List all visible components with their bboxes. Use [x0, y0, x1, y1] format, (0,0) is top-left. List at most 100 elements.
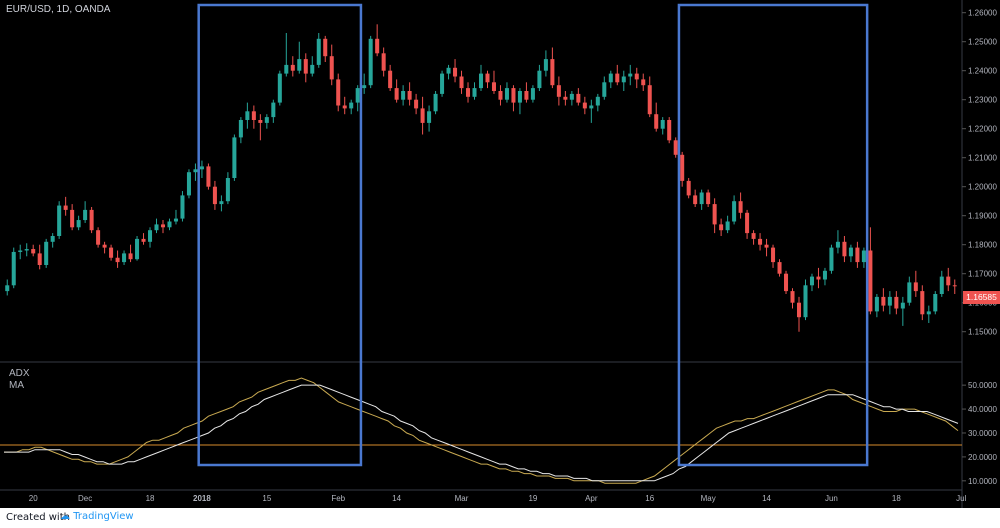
candle-body — [777, 262, 782, 274]
candle-body — [530, 88, 535, 100]
candle-body — [355, 88, 360, 103]
candle-body — [660, 120, 665, 129]
time-tick-label: 14 — [762, 494, 771, 503]
candles-layer — [5, 24, 957, 332]
candle-body — [83, 209, 88, 221]
candle-body — [771, 247, 776, 263]
time-tick-label: May — [701, 494, 716, 503]
candle-body — [258, 120, 263, 123]
time-tick-label: 15 — [262, 494, 271, 503]
candle-body — [141, 238, 146, 242]
candle-body — [809, 276, 814, 286]
tradingview-brand: TradingView — [73, 511, 134, 522]
candle-body — [199, 166, 204, 170]
highlight-layer — [197, 3, 869, 467]
candle-body — [550, 59, 555, 86]
candle-body — [855, 247, 860, 263]
candle-body — [485, 73, 490, 83]
candle-body — [57, 205, 62, 236]
candle-body — [939, 276, 944, 294]
candle-body — [5, 285, 10, 292]
time-tick-label: Jun — [825, 494, 838, 503]
time-tick-label: 18 — [146, 494, 155, 503]
candle-body — [173, 218, 178, 222]
candle-body — [271, 102, 276, 118]
candle-body — [784, 273, 789, 292]
candle-body — [881, 296, 886, 306]
candle-body — [472, 88, 477, 97]
candle-body — [751, 233, 756, 239]
candle-body — [693, 195, 698, 205]
highlight-box — [677, 3, 869, 467]
last-price-label: 1.16585 — [963, 291, 1000, 304]
indicator-label-adx: ADX — [9, 368, 30, 379]
indicator-label-ma: MA — [9, 380, 24, 391]
candle-body — [816, 276, 821, 280]
price-tick-label: 1.22000 — [968, 125, 997, 134]
price-tick-label: 1.26000 — [968, 9, 997, 18]
candle-body — [401, 91, 406, 100]
candle-body — [167, 221, 172, 228]
ma-line — [4, 384, 959, 482]
candle-body — [706, 192, 711, 205]
chart-title: EUR/USD, 1D, OANDA — [6, 4, 111, 15]
candle-body — [504, 88, 509, 100]
candle-body — [680, 154, 685, 181]
tradingview-logo[interactable]: ☁ TradingView — [60, 511, 134, 522]
footer: Created with ☁ TradingView — [0, 508, 1000, 528]
candle-body — [738, 201, 743, 213]
candle-body — [894, 296, 899, 309]
time-tick-label: 19 — [528, 494, 537, 503]
candle-body — [796, 302, 802, 318]
candle-body — [148, 230, 153, 242]
price-tick-label: 1.25000 — [968, 38, 997, 47]
candle-body — [667, 120, 672, 141]
candle-body — [89, 209, 94, 231]
candle-body — [342, 105, 347, 109]
price-chart[interactable]: 1.26000 1.25000 1.24000 1.23000 1.22000 1.210… — [0, 0, 1000, 508]
candle-body — [63, 205, 68, 210]
candle-body — [388, 70, 393, 89]
time-axis: 20 Dec 18 2018 15 Feb 14 Mar 19 Apr 16 May 14 Jun 18 Ju… — [29, 494, 967, 503]
candle-body — [920, 291, 925, 315]
candle-body — [556, 85, 561, 97]
candle-body — [511, 88, 516, 103]
candle-body — [251, 111, 256, 120]
candle-body — [835, 241, 840, 248]
candle-body — [115, 257, 120, 263]
candle-body — [582, 102, 587, 109]
candle-body — [219, 201, 224, 205]
candle-body — [913, 282, 918, 292]
price-tick-label: 1.24000 — [968, 67, 997, 76]
candle-body — [284, 64, 289, 74]
candle-body — [303, 59, 308, 74]
time-tick-label: 14 — [392, 494, 401, 503]
candle-body — [238, 120, 243, 138]
candle-body — [76, 220, 81, 228]
candle-body — [420, 108, 425, 123]
candle-body — [517, 91, 522, 103]
candle-body — [498, 91, 503, 100]
candle-body — [245, 111, 250, 120]
indicator-tick-label: 30.0000 — [968, 429, 997, 438]
candle-body — [433, 93, 438, 112]
candle-body — [277, 73, 282, 103]
indicator-layer — [0, 377, 962, 484]
candle-body — [829, 247, 834, 271]
candle-body — [128, 253, 133, 260]
price-tick-label: 1.15000 — [968, 328, 997, 337]
candle-body — [764, 244, 769, 248]
price-tick-label: 1.17000 — [968, 270, 997, 279]
candle-body — [491, 82, 496, 91]
time-tick-label: Feb — [331, 494, 345, 503]
candle-body — [336, 79, 341, 106]
candle-body — [102, 244, 107, 248]
candle-body — [135, 238, 140, 260]
time-tick-label: 18 — [892, 494, 901, 503]
candle-body — [232, 137, 237, 178]
candle-body — [745, 212, 750, 234]
candle-body — [407, 91, 412, 100]
candle-body — [362, 85, 367, 89]
time-tick-label: 20 — [29, 494, 38, 503]
